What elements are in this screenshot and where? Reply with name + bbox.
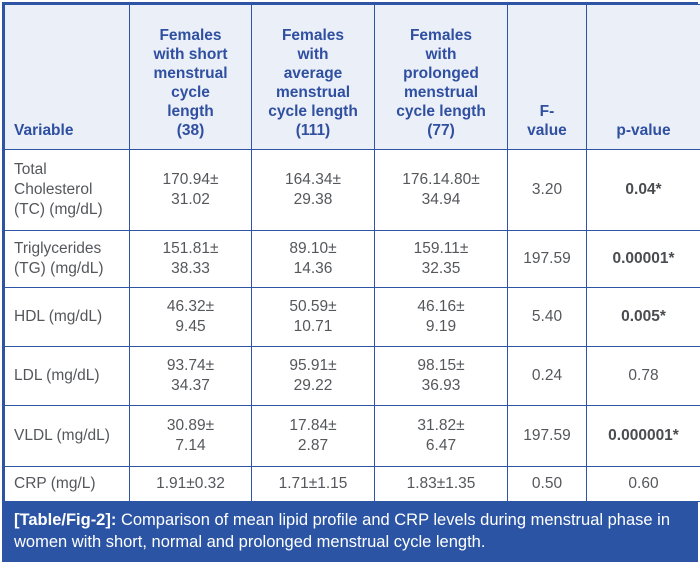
- cell-prolonged-value: 1.83±1.35: [374, 466, 508, 502]
- table-row-triglycerides: Triglycerides (TG) (mg/dL) 151.81± 38.33…: [4, 230, 700, 288]
- header-cell-prolonged-cycle: Females with prolonged menstrual cycle l…: [374, 4, 508, 150]
- cell-average-value: 1.71±1.15: [251, 466, 375, 502]
- cell-f-value: 0.24: [507, 346, 587, 406]
- figure-caption-text: Comparison of mean lipid profile and CRP…: [14, 511, 671, 551]
- header-cell-short-cycle: Females with short menstrual cycle lengt…: [129, 4, 252, 150]
- cell-variable: HDL (mg/dL): [4, 287, 130, 347]
- cell-p-value: 0.00001*: [586, 230, 700, 288]
- header-cell-variable: Variable: [4, 4, 130, 150]
- table-row-vldl: VLDL (mg/dL) 30.89± 7.14 17.84± 2.87 31.…: [4, 405, 700, 467]
- cell-average-value: 50.59± 10.71: [251, 287, 375, 347]
- cell-f-value: 0.50: [507, 466, 587, 502]
- header-cell-f-value: F- value: [507, 4, 587, 150]
- cell-prolonged-value: 159.11± 32.35: [374, 230, 508, 288]
- cell-short-value: 151.81± 38.33: [129, 230, 252, 288]
- cell-f-value: 3.20: [507, 149, 587, 231]
- cell-p-value: 0.005*: [586, 287, 700, 347]
- table-row-ldl: LDL (mg/dL) 93.74± 34.37 95.91± 29.22 98…: [4, 346, 700, 406]
- cell-prolonged-value: 31.82± 6.47: [374, 405, 508, 467]
- cell-variable: Triglycerides (TG) (mg/dL): [4, 230, 130, 288]
- lipid-profile-table: Variable Females with short menstrual cy…: [4, 4, 700, 502]
- figure-caption: [Table/Fig-2]: Comparison of mean lipid …: [4, 502, 696, 560]
- cell-short-value: 46.32± 9.45: [129, 287, 252, 347]
- cell-variable: LDL (mg/dL): [4, 346, 130, 406]
- cell-f-value: 5.40: [507, 287, 587, 347]
- cell-variable: Total Cholesterol (TC) (mg/dL): [4, 149, 130, 231]
- cell-prolonged-value: 46.16± 9.19: [374, 287, 508, 347]
- cell-short-value: 170.94± 31.02: [129, 149, 252, 231]
- cell-short-value: 30.89± 7.14: [129, 405, 252, 467]
- header-cell-p-value: p-value: [586, 4, 700, 150]
- cell-average-value: 164.34± 29.38: [251, 149, 375, 231]
- cell-average-value: 89.10± 14.36: [251, 230, 375, 288]
- cell-p-value: 0.78: [586, 346, 700, 406]
- cell-f-value: 197.59: [507, 405, 587, 467]
- cell-short-value: 93.74± 34.37: [129, 346, 252, 406]
- cell-short-value: 1.91±0.32: [129, 466, 252, 502]
- cell-p-value: 0.04*: [586, 149, 700, 231]
- cell-prolonged-value: 98.15± 36.93: [374, 346, 508, 406]
- table-header-row: Variable Females with short menstrual cy…: [4, 4, 700, 150]
- cell-average-value: 95.91± 29.22: [251, 346, 375, 406]
- table-row-hdl: HDL (mg/dL) 46.32± 9.45 50.59± 10.71 46.…: [4, 287, 700, 347]
- cell-f-value: 197.59: [507, 230, 587, 288]
- cell-p-value: 0.000001*: [586, 405, 700, 467]
- figure-caption-label: [Table/Fig-2]:: [14, 511, 117, 529]
- cell-variable: CRP (mg/L): [4, 466, 130, 502]
- cell-prolonged-value: 176.14.80± 34.94: [374, 149, 508, 231]
- cell-average-value: 17.84± 2.87: [251, 405, 375, 467]
- cell-p-value: 0.60: [586, 466, 700, 502]
- header-cell-average-cycle: Females with average menstrual cycle len…: [251, 4, 375, 150]
- cell-variable: VLDL (mg/dL): [4, 405, 130, 467]
- table-row-total-cholesterol: Total Cholesterol (TC) (mg/dL) 170.94± 3…: [4, 149, 700, 231]
- table-row-crp: CRP (mg/L) 1.91±0.32 1.71±1.15 1.83±1.35…: [4, 466, 700, 502]
